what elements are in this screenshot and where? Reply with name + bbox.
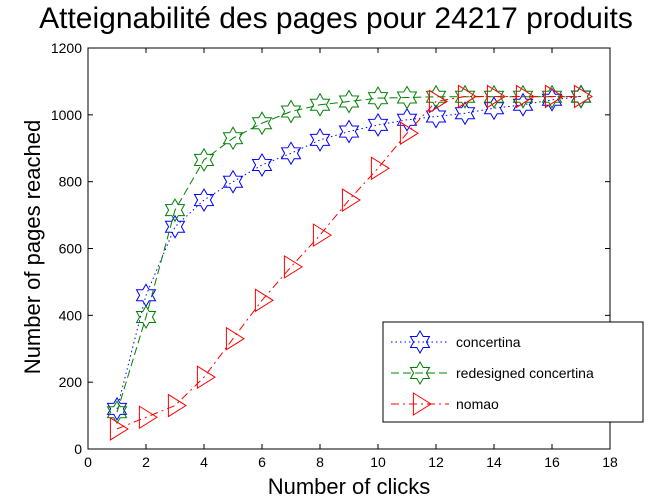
y-tick-label: 800	[59, 174, 83, 190]
data-point-concertina	[106, 396, 128, 421]
data-point-concertina	[367, 112, 389, 137]
x-tick-label: 10	[370, 454, 386, 470]
data-point-nomao	[573, 84, 593, 109]
data-point-nomao	[486, 84, 506, 109]
data-point-concertina	[396, 107, 418, 132]
x-tick-label: 2	[142, 454, 150, 470]
data-point-concertina	[454, 101, 476, 126]
y-tick-label: 1000	[51, 107, 82, 123]
data-point-concertina	[164, 214, 186, 239]
legend-marker-concertina	[409, 330, 431, 354]
chart-title: Atteignabilité des pages pour 24217 prod…	[39, 2, 633, 35]
x-tick-label: 16	[544, 454, 560, 470]
data-point-concertina	[280, 141, 302, 166]
data-point-nomao	[341, 188, 361, 212]
series-line-concertina	[116, 96, 582, 410]
data-point-concertina	[338, 119, 360, 144]
data-point-concertina	[251, 153, 273, 177]
data-point-redesigned-concertina	[164, 198, 186, 223]
data-point-redesigned-concertina	[396, 85, 418, 110]
legend-marker-nomao	[412, 392, 432, 416]
legend	[382, 321, 644, 423]
data-point-redesigned-concertina	[106, 400, 128, 425]
data-point-concertina	[541, 87, 563, 112]
data-point-nomao	[109, 417, 129, 441]
data-point-redesigned-concertina	[570, 84, 592, 109]
data-point-nomao	[312, 223, 332, 248]
x-tick-label: 8	[316, 454, 324, 470]
data-point-nomao	[544, 84, 564, 109]
data-point-concertina	[512, 92, 534, 117]
data-point-redesigned-concertina	[483, 84, 505, 109]
data-point-redesigned-concertina	[454, 84, 476, 109]
data-point-redesigned-concertina	[367, 86, 389, 111]
data-point-redesigned-concertina	[338, 89, 360, 114]
data-point-nomao	[138, 405, 158, 430]
y-tick-label: 1200	[51, 40, 82, 56]
x-tick-label: 18	[602, 454, 618, 470]
y-tick-label: 200	[59, 374, 83, 390]
y-tick-label: 0	[74, 441, 82, 457]
x-tick-label: 0	[84, 454, 92, 470]
data-point-concertina	[309, 127, 331, 152]
data-point-nomao	[196, 365, 216, 390]
legend-marker-redesigned-concertina	[409, 361, 431, 385]
legend-label-concertina: concertina	[456, 334, 521, 350]
data-point-nomao	[167, 393, 187, 418]
x-tick-label: 14	[486, 454, 502, 470]
legend-label-redesigned-concertina: redesigned concertina	[456, 365, 594, 381]
data-point-redesigned-concertina	[512, 84, 534, 109]
data-point-redesigned-concertina	[135, 305, 157, 329]
data-point-nomao	[428, 89, 448, 114]
data-point-nomao	[225, 326, 245, 351]
data-point-nomao	[457, 84, 477, 109]
data-point-nomao	[283, 254, 303, 279]
x-axis-label: Number of clicks	[267, 474, 431, 499]
data-point-nomao	[515, 84, 535, 109]
data-point-concertina	[425, 104, 447, 129]
y-tick-label: 600	[59, 241, 83, 257]
data-point-nomao	[399, 121, 419, 146]
data-point-nomao	[254, 288, 274, 313]
x-tick-label: 4	[200, 454, 208, 470]
legend-label-nomao: nomao	[456, 396, 499, 412]
y-tick-label: 400	[59, 307, 83, 323]
x-tick-label: 12	[428, 454, 444, 470]
data-point-redesigned-concertina	[309, 92, 331, 117]
x-tick-label: 6	[258, 454, 266, 470]
data-point-redesigned-concertina	[251, 111, 273, 136]
data-point-redesigned-concertina	[541, 84, 563, 109]
data-point-concertina	[222, 169, 244, 194]
data-point-redesigned-concertina	[222, 126, 244, 151]
data-point-redesigned-concertina	[193, 147, 215, 172]
data-point-nomao	[370, 156, 390, 181]
data-point-concertina	[193, 188, 215, 212]
data-point-redesigned-concertina	[280, 99, 302, 124]
y-axis-label: Number of pages reached	[20, 119, 45, 375]
